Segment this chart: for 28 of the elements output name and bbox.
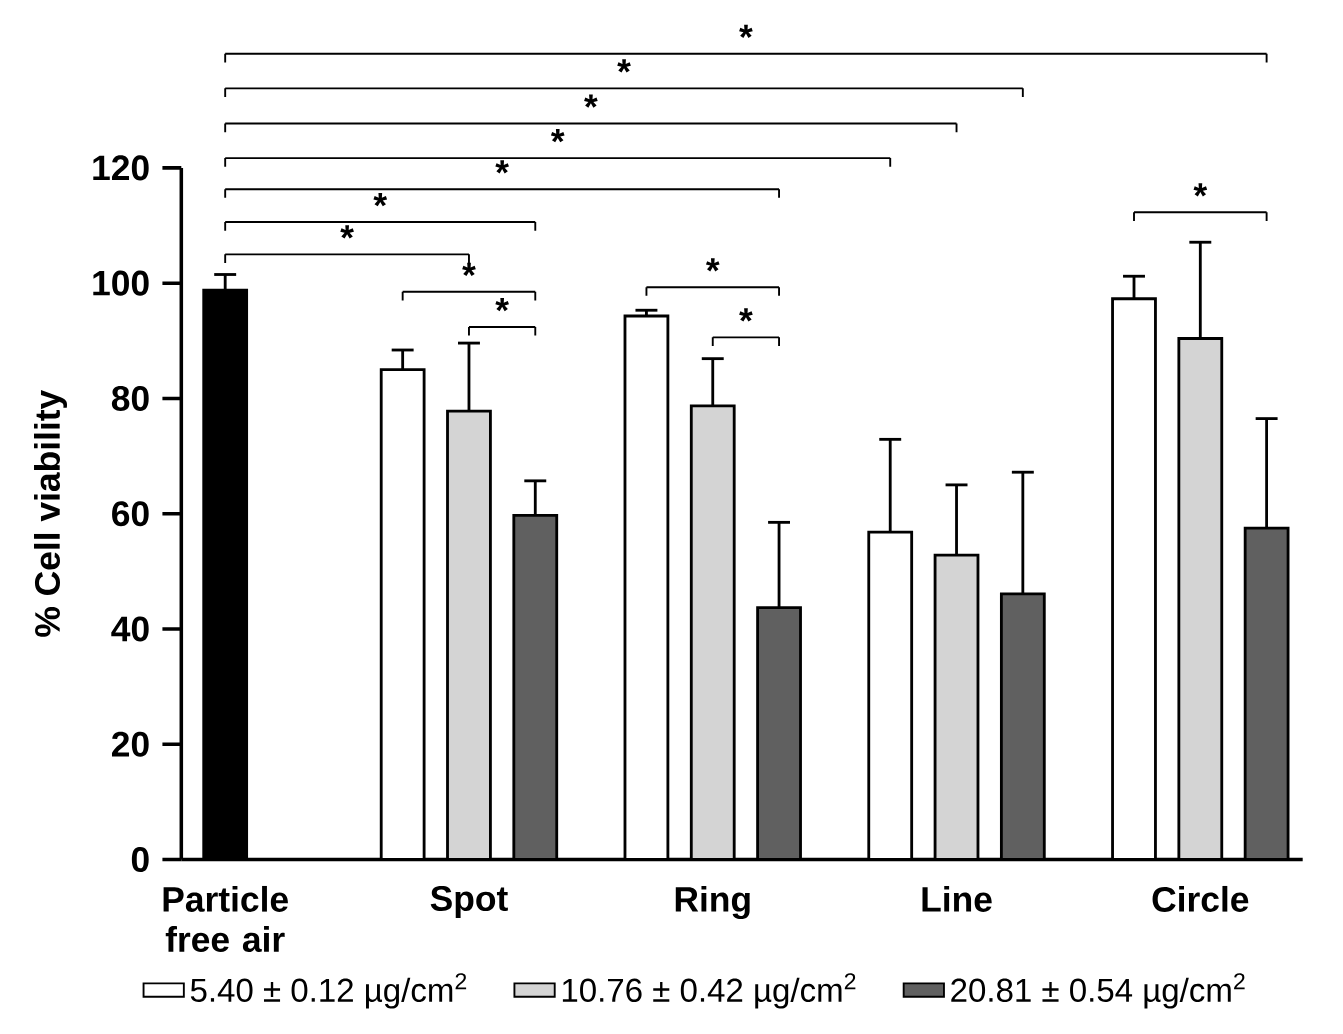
- annotation: *: [705, 258, 720, 272]
- legend-label: 5.40 ± 0.12 µg/cm$^{2}$: [190, 973, 467, 1009]
- annotation: *: [340, 225, 354, 239]
- y-axis-title: % Cell viability: [34, 389, 67, 637]
- y-tick-label: 100: [93, 270, 149, 296]
- y-tick-label: 20: [111, 731, 149, 757]
- x-tick-label: Circle: [1152, 885, 1249, 912]
- text: *: [584, 94, 598, 108]
- text: *: [739, 24, 753, 38]
- x-tick-label: Line: [922, 885, 992, 912]
- y-tick-label: 80: [111, 385, 149, 411]
- annotation: *: [373, 193, 388, 207]
- x-tick-label: Spot: [430, 885, 508, 918]
- annotation: *: [495, 160, 509, 174]
- annotation: *: [495, 297, 509, 312]
- text: *: [550, 129, 565, 143]
- x-tick-label: Particle free air: [163, 885, 288, 953]
- annotation: *: [1193, 183, 1208, 197]
- x-tick-label: Ring: [675, 885, 750, 920]
- annotation: *: [462, 262, 476, 276]
- y-tick-label: 60: [112, 501, 149, 527]
- legend-label: 20.81 ± 0.54 µg/cm$^{2}$: [951, 973, 1245, 1009]
- y-tick-label: 40: [111, 616, 149, 642]
- legend-label: 10.76 ± 0.42 µg/cm$^{2}$: [562, 973, 856, 1009]
- text: *: [617, 59, 631, 73]
- annotation: *: [739, 308, 753, 322]
- y-tick-label: 120: [93, 155, 149, 181]
- y-tick-label: 0: [131, 846, 149, 872]
